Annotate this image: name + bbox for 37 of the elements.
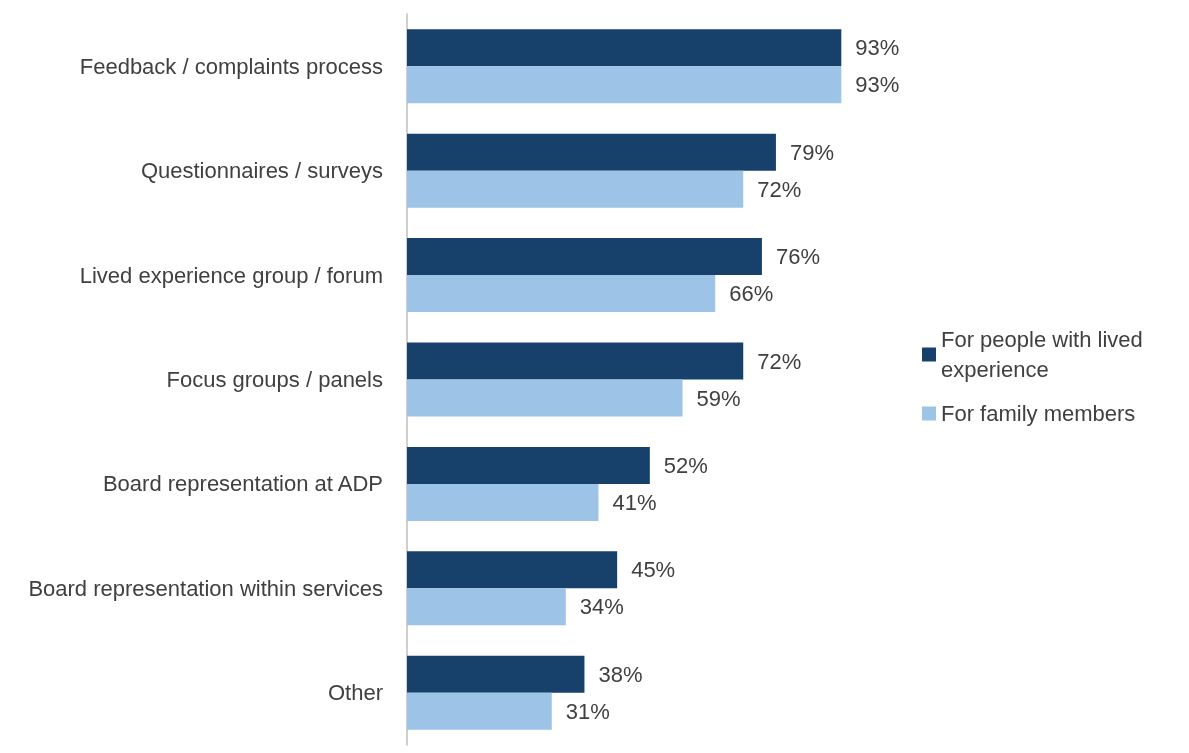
bar: [407, 238, 762, 276]
bar: [407, 483, 599, 521]
data-label: 34%: [579, 594, 624, 620]
bar: [407, 342, 744, 380]
y-tick-label: Focus groups / panels: [166, 367, 383, 392]
data-label: 38%: [598, 661, 643, 687]
bar: [407, 655, 585, 693]
data-label: 31%: [565, 698, 610, 724]
data-label: 59%: [696, 385, 741, 411]
y-tick-label: Board representation within services: [28, 575, 383, 601]
bar: [407, 692, 552, 730]
bar: [407, 588, 566, 626]
data-label: 52%: [663, 452, 708, 478]
data-label: 66%: [729, 281, 774, 307]
y-tick-label: Lived experience group / forum: [79, 262, 383, 288]
data-label: 72%: [757, 348, 802, 374]
bar: [407, 275, 716, 313]
bar: [407, 170, 744, 208]
bar: [407, 379, 683, 417]
data-label: 93%: [855, 35, 900, 61]
bar: [407, 133, 776, 171]
data-label: 45%: [631, 557, 676, 583]
y-tick-label: Other: [327, 680, 383, 706]
data-label: 76%: [775, 244, 820, 270]
data-label: 41%: [612, 489, 657, 515]
y-tick-label: Feedback / complaints process: [79, 53, 383, 79]
bar: [407, 66, 842, 104]
y-tick-label: Board representation at ADP: [102, 471, 383, 497]
legend-label: For family members: [941, 401, 1136, 426]
y-tick-label: Questionnaires / surveys: [140, 158, 383, 184]
bar: [407, 446, 650, 484]
data-label: 93%: [855, 72, 900, 98]
bar: [407, 551, 618, 589]
bar: [407, 29, 842, 67]
data-label: 72%: [757, 176, 802, 202]
legend-label: For people with lived experience: [941, 327, 1149, 382]
data-label: 79%: [789, 139, 834, 165]
